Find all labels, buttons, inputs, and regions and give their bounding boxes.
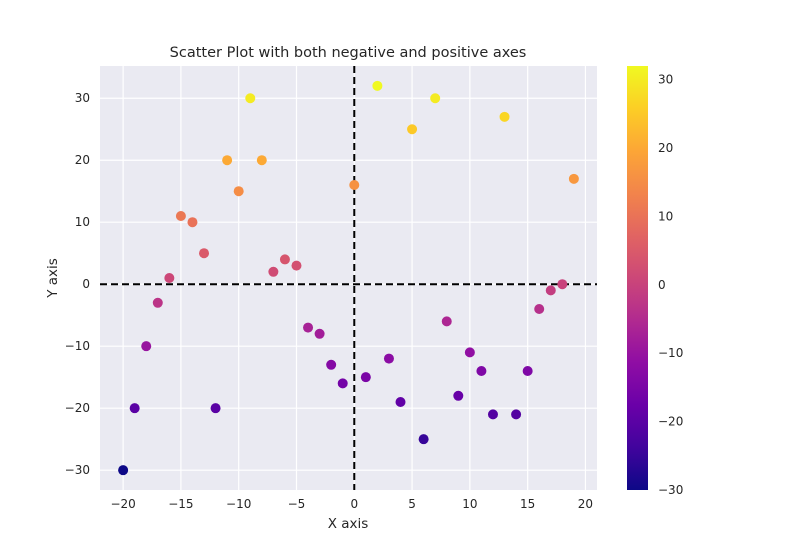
- data-point: [210, 403, 221, 414]
- data-point: [499, 111, 510, 122]
- data-point: [464, 347, 475, 358]
- data-point: [557, 279, 568, 290]
- y-tick-label: 20: [75, 153, 90, 167]
- plot-background: [100, 66, 597, 490]
- data-point: [360, 372, 371, 383]
- colorbar-tick-label: −30: [658, 483, 683, 497]
- colorbar-tick-labels: −30 −20 −10 0 10 20 30: [658, 73, 683, 497]
- y-axis-label: Y axis: [45, 258, 61, 299]
- colorbar-tick-label: −20: [658, 415, 683, 429]
- data-point: [268, 266, 279, 277]
- data-point: [245, 93, 256, 104]
- data-point: [349, 180, 360, 191]
- data-point: [187, 217, 198, 228]
- data-point: [545, 285, 556, 296]
- x-tick-label: −10: [226, 497, 251, 511]
- data-point: [256, 155, 267, 166]
- x-tick-label: 20: [578, 497, 593, 511]
- y-tick-label: 30: [75, 91, 90, 105]
- data-point: [199, 248, 210, 259]
- data-point: [222, 155, 233, 166]
- colorbar-tick-label: −10: [658, 346, 683, 360]
- x-tick-label: −20: [110, 497, 135, 511]
- data-point: [314, 328, 325, 339]
- x-tick-label: −15: [168, 497, 193, 511]
- data-point: [164, 273, 175, 283]
- data-point: [418, 434, 429, 445]
- x-tick-labels: −20 −15 −10 −5 0 5 10 15 20: [110, 497, 593, 511]
- data-point: [291, 260, 302, 271]
- data-point: [441, 316, 452, 327]
- y-tick-label: 0: [82, 277, 90, 291]
- data-point: [511, 409, 522, 420]
- data-point: [534, 303, 545, 314]
- data-points: [118, 80, 579, 476]
- y-tick-labels: −30 −20 −10 0 10 20 30: [65, 91, 90, 477]
- x-tick-label: 5: [408, 497, 416, 511]
- data-point: [279, 254, 290, 265]
- data-point: [129, 403, 140, 414]
- data-point: [372, 80, 383, 91]
- data-point: [430, 93, 441, 104]
- data-point: [476, 365, 487, 376]
- data-point: [326, 359, 337, 370]
- data-point: [407, 124, 418, 135]
- colorbar-tick-label: 0: [658, 278, 666, 292]
- colorbar: [627, 66, 648, 490]
- colorbar-tick-label: 30: [658, 73, 673, 87]
- x-tick-label: 15: [520, 497, 535, 511]
- data-point: [233, 186, 244, 197]
- colorbar-tick-label: 10: [658, 209, 673, 223]
- chart-title: Scatter Plot with both negative and posi…: [170, 45, 527, 61]
- data-point: [141, 341, 152, 352]
- data-point: [522, 365, 533, 376]
- data-point: [453, 390, 464, 401]
- y-tick-label: −10: [65, 339, 90, 353]
- data-point: [152, 297, 163, 308]
- y-tick-label: −30: [65, 463, 90, 477]
- x-axis-label: X axis: [328, 516, 369, 532]
- data-point: [118, 465, 129, 476]
- data-point: [568, 173, 579, 184]
- data-point: [303, 322, 314, 333]
- data-point: [337, 378, 348, 389]
- x-tick-label: 10: [462, 497, 477, 511]
- data-point: [395, 396, 406, 407]
- colorbar-tick-label: 20: [658, 141, 673, 155]
- y-tick-label: 10: [75, 215, 90, 229]
- y-tick-label: −20: [65, 401, 90, 415]
- data-point: [175, 211, 186, 222]
- x-tick-label: 0: [350, 497, 358, 511]
- data-point: [383, 353, 394, 364]
- x-tick-label: −5: [288, 497, 306, 511]
- data-point: [487, 409, 498, 420]
- reference-lines: [100, 66, 597, 490]
